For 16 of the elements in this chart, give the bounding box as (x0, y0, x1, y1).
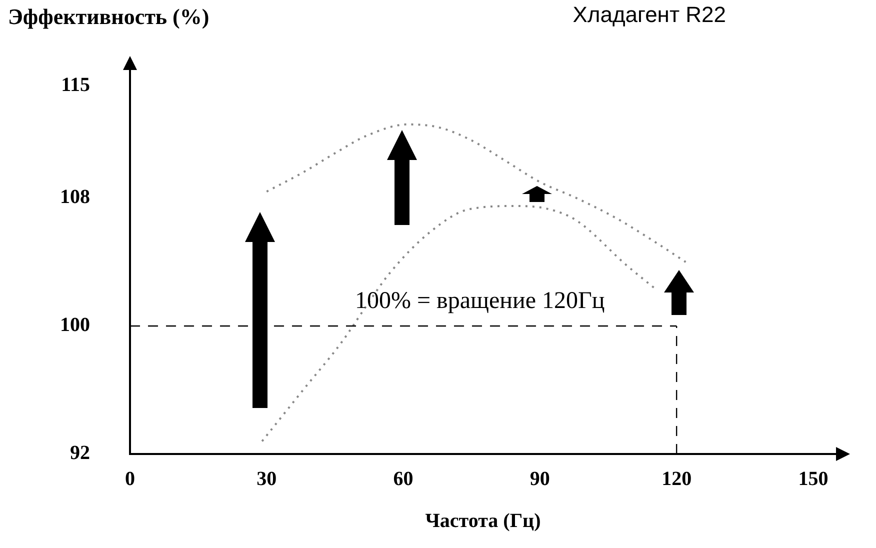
x-tick-label: 150 (798, 468, 828, 490)
y-tick-label: 100 (60, 314, 90, 336)
annotation: 100% = вращение 120Гц (355, 288, 605, 315)
y-axis-title: Эффективность (%) (8, 4, 210, 30)
x-axis-title: Частота (Гц) (425, 510, 541, 532)
line-series (266, 123, 687, 263)
x-tick-label: 0 (125, 468, 135, 490)
x-tick-label: 60 (393, 468, 414, 490)
y-tick-label: 92 (70, 442, 90, 464)
x-tick-label: 90 (530, 468, 550, 490)
y-tick-label: 108 (60, 186, 90, 208)
chart-title: Хладагент R22 (572, 2, 726, 28)
x-tick-label: 120 (662, 468, 692, 490)
line-series (261, 205, 655, 442)
x-tick-label: 30 (256, 468, 277, 490)
y-tick-label: 115 (61, 74, 90, 96)
